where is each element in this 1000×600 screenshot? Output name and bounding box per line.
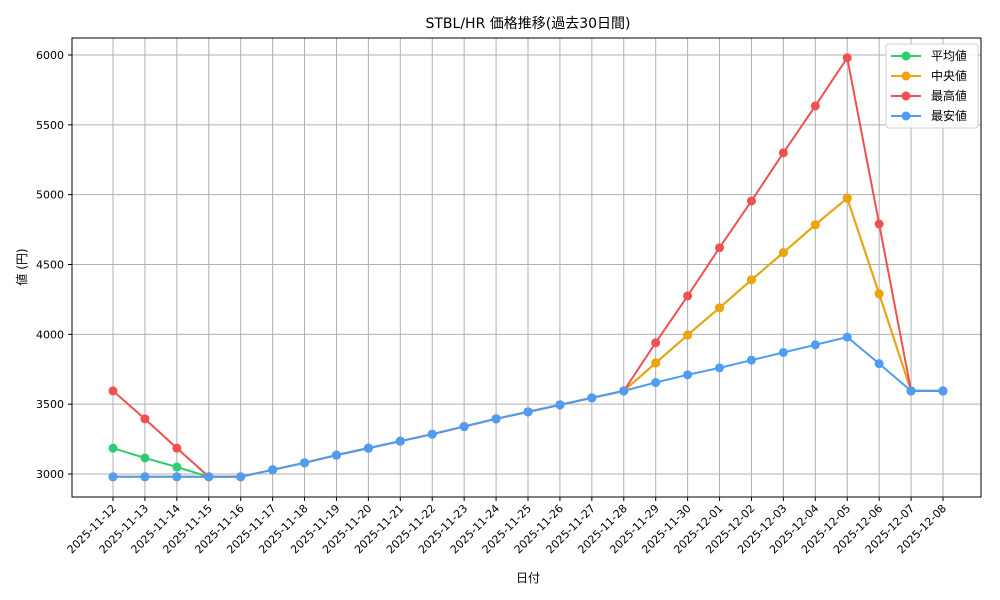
y-tick-label: 3500 (36, 398, 64, 411)
data-point (746, 196, 756, 206)
y-tick-label: 4000 (36, 328, 64, 341)
data-point (491, 414, 501, 424)
data-point (172, 443, 182, 453)
y-axis-label: 値 (円) (14, 248, 29, 285)
data-point (746, 275, 756, 285)
data-point (938, 386, 948, 396)
legend-entry: 最安値 (931, 108, 967, 123)
chart-title: STBL/HR 価格推移(過去30日間) (425, 16, 630, 32)
data-point (459, 422, 469, 432)
data-point (331, 450, 341, 460)
y-tick-label: 4500 (36, 259, 64, 272)
data-point (810, 220, 820, 230)
plot-frame (71, 37, 982, 498)
data-point (363, 443, 373, 453)
data-point (523, 407, 533, 417)
data-point (300, 458, 310, 468)
legend-entry: 中央値 (931, 68, 967, 83)
data-point (172, 472, 182, 482)
data-point (683, 291, 693, 301)
data-point (746, 355, 756, 365)
legend-marker-icon (901, 51, 911, 61)
data-point (778, 347, 788, 357)
data-point (236, 472, 246, 482)
data-point (587, 393, 597, 403)
data-point (810, 340, 820, 350)
y-tick-label: 6000 (36, 49, 64, 62)
grid (72, 38, 981, 497)
data-point (108, 443, 118, 453)
data-point (874, 289, 884, 299)
y-tick-label: 3000 (36, 468, 64, 481)
legend-entry: 平均値 (931, 48, 967, 63)
legend-entry: 最高値 (931, 88, 967, 103)
data-point (651, 378, 661, 388)
x-axis: 2025-11-122025-11-132025-11-142025-11-15… (65, 497, 949, 556)
data-point (619, 386, 629, 396)
legend-marker-icon (901, 71, 911, 81)
data-point (715, 303, 725, 313)
y-tick-label: 5000 (36, 189, 64, 202)
y-axis: 3000 3500 4000 4500 5000 5500 6000 (36, 49, 72, 481)
data-point (108, 386, 118, 396)
data-point (395, 436, 405, 446)
data-point (140, 472, 150, 482)
data-point (172, 462, 182, 472)
data-point (651, 338, 661, 348)
data-point (268, 465, 278, 475)
legend-marker-icon (901, 91, 911, 101)
y-tick-label: 5500 (36, 119, 64, 132)
series-group (108, 53, 948, 482)
legend-marker-icon (901, 111, 911, 121)
data-point (555, 400, 565, 410)
series-3 (108, 332, 948, 482)
data-point (810, 101, 820, 111)
data-point (842, 53, 852, 63)
data-point (842, 193, 852, 203)
data-point (140, 414, 150, 424)
data-point (715, 243, 725, 253)
x-axis-label: 日付 (516, 571, 540, 585)
data-point (683, 330, 693, 340)
data-point (204, 472, 214, 482)
data-point (906, 386, 916, 396)
data-point (778, 148, 788, 158)
data-point (683, 370, 693, 380)
data-point (427, 429, 437, 439)
data-point (778, 248, 788, 258)
data-point (715, 363, 725, 373)
data-point (874, 219, 884, 229)
data-point (651, 358, 661, 368)
data-point (140, 453, 150, 463)
data-point (108, 472, 118, 482)
data-point (874, 359, 884, 369)
data-point (842, 332, 852, 342)
